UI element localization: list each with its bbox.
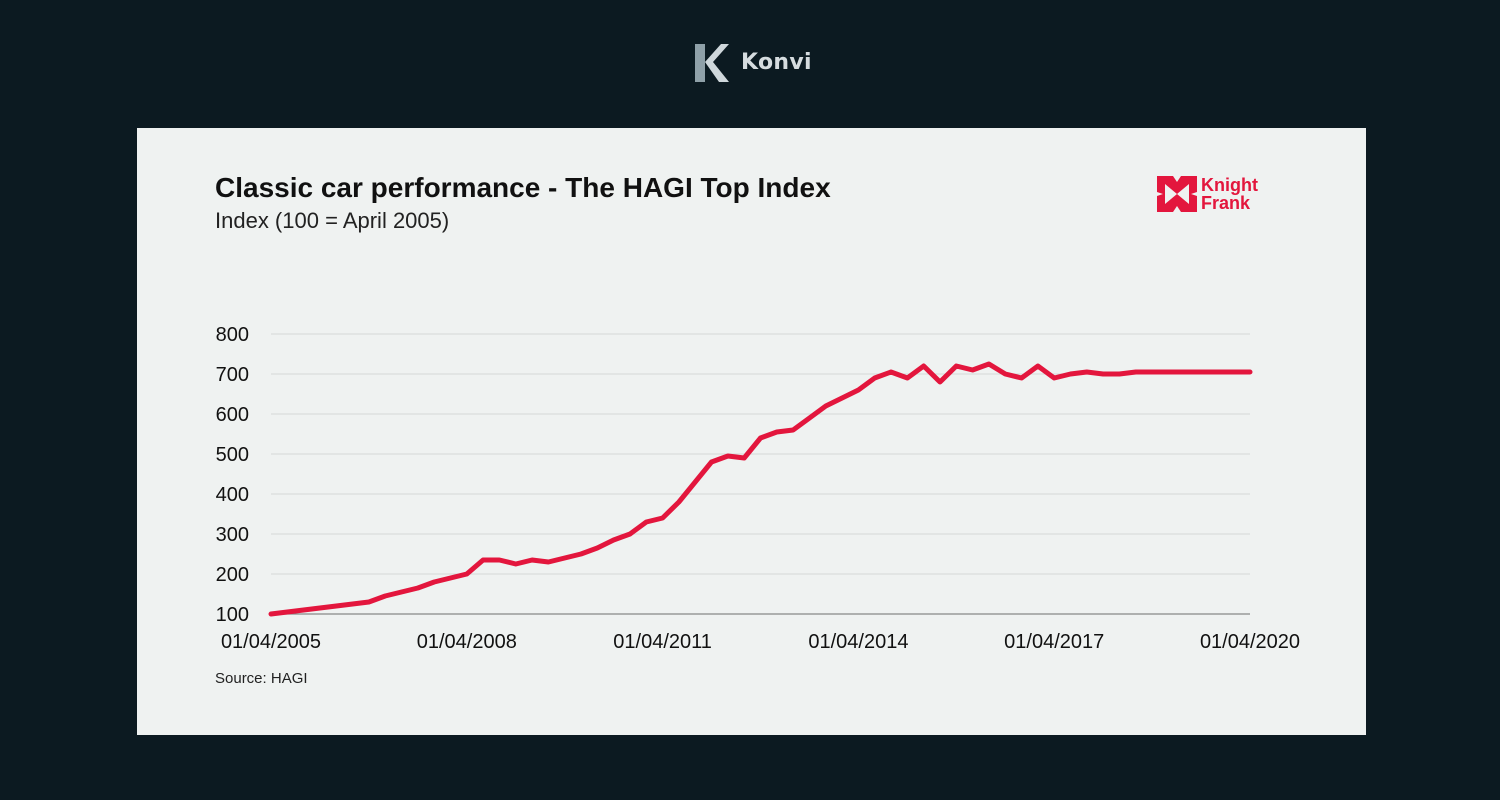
knight-frank-logo-icon xyxy=(1157,176,1197,212)
x-tick-label: 01/04/2014 xyxy=(808,631,908,653)
line-chart: 100 200 300 400 500 600 700 800 01/04/2005 01/04/… xyxy=(216,324,1300,653)
x-tick-label: 01/04/2020 xyxy=(1200,631,1300,653)
y-tick-label: 400 xyxy=(216,484,249,506)
chart-source: Source: HAGI xyxy=(215,670,308,687)
knight-frank-logo: Knight Frank xyxy=(1157,176,1258,212)
x-tick-label: 01/04/2008 xyxy=(417,631,517,653)
knight-frank-line2: Frank xyxy=(1201,193,1251,213)
x-tick-label: 01/04/2017 xyxy=(1004,631,1104,653)
konvi-brand-name: Konvi xyxy=(741,49,812,75)
y-tick-label: 200 xyxy=(216,564,249,586)
y-tick-label: 100 xyxy=(216,604,249,626)
y-tick-label: 300 xyxy=(216,524,249,546)
y-tick-label: 600 xyxy=(216,404,249,426)
y-tick-label: 700 xyxy=(216,364,249,386)
konvi-k-logo-icon xyxy=(695,44,729,82)
x-tick-label: 01/04/2011 xyxy=(613,631,712,653)
y-tick-label: 800 xyxy=(216,324,249,346)
chart-subtitle: Index (100 = April 2005) xyxy=(215,208,450,233)
y-tick-label: 500 xyxy=(216,444,249,466)
chart-title: Classic car performance - The HAGI Top I… xyxy=(215,172,831,203)
x-tick-label: 01/04/2005 xyxy=(221,631,321,653)
hagi-index-line xyxy=(268,361,1253,617)
knight-frank-line1: Knight xyxy=(1201,175,1258,195)
chart-card: Classic car performance - The HAGI Top I… xyxy=(137,128,1366,735)
konvi-brand: Konvi xyxy=(693,42,812,82)
